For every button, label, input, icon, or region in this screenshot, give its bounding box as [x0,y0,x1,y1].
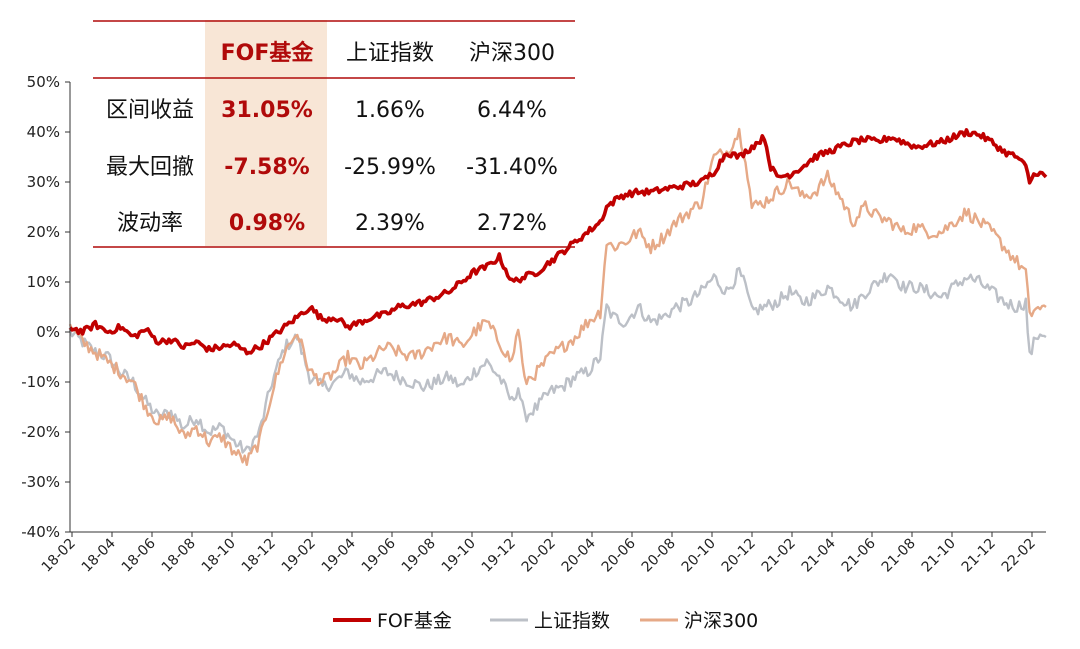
table-header-cell: FOF基金 [221,40,315,66]
x-tick-label: 18-08 [159,536,199,576]
legend-label: 沪深300 [684,610,758,632]
x-tick-label: 21-02 [759,536,799,576]
x-tick-label: 21-12 [959,536,999,576]
table-cell: 6.44% [477,98,547,123]
y-tick-label: -40% [21,523,60,541]
series-layer [68,127,1048,466]
y-tick-label: 20% [27,223,60,241]
table-cell: 1.66% [355,98,425,123]
series-line-0 [68,128,1048,356]
table-cell: -7.58% [224,155,309,180]
x-tick-label: 20-10 [679,536,719,576]
x-tick-label: 18-12 [239,536,279,576]
y-tick-label: -20% [21,423,60,441]
x-tick-label: 19-12 [479,536,519,576]
series-line-2 [68,127,1047,466]
x-tick-label: 20-08 [639,536,679,576]
x-tick-label: 20-02 [519,536,559,576]
legend: FOF基金 上证指数 沪深300 [333,610,758,632]
table-row-label: 最大回撤 [106,155,194,180]
x-tick-label: 19-10 [439,536,479,576]
x-tick-label: 21-08 [879,536,919,576]
x-tick-label: 19-06 [359,535,399,575]
table-cell: -31.40% [466,155,558,180]
y-tick-label: 40% [27,123,60,141]
highlight-column [205,20,327,246]
summary-table: FOF基金 上证指数 沪深300 区间收益 31.05% 1.66% 6.44% 最大回撤 -7… [93,20,575,248]
table-cell: 0.98% [229,211,305,236]
x-tick-label: 18-06 [119,535,159,575]
series-line-1 [68,266,1047,454]
y-tick-label: 10% [27,273,60,291]
table-row-label: 波动率 [117,211,183,236]
x-tick-label: 19-08 [399,536,439,576]
legend-label: FOF基金 [377,610,452,632]
x-tick-label: 21-06 [839,535,879,575]
x-tick-label: 18-02 [39,536,79,576]
table-cell: 2.39% [355,211,425,236]
table-header-cell: 沪深300 [469,41,555,66]
y-tick-label: 0% [36,323,60,341]
table-cell: 2.72% [477,211,547,236]
x-tick-label: 20-12 [719,536,759,576]
y-tick-label: 30% [27,173,60,191]
x-tick-label: 21-04 [799,535,839,575]
x-tick-label: 21-10 [919,536,959,576]
axes-layer: 50%40%30%20%10%0%-10%-20%-30%-40%18-02 18… [21,73,1046,576]
table-cell: 31.05% [221,98,313,123]
x-tick-label: 20-04 [559,535,599,575]
y-tick-label: -30% [21,473,60,491]
x-tick-label: 18-04 [79,535,119,575]
x-tick-label: 19-02 [279,536,319,576]
table-header-cell: 上证指数 [346,41,434,66]
y-tick-label: -10% [21,373,60,391]
y-tick-label: 50% [27,73,60,91]
x-tick-label: 18-10 [199,536,239,576]
x-tick-label: 19-04 [319,535,359,575]
x-tick-label: 20-06 [599,535,639,575]
legend-label: 上证指数 [534,610,610,632]
table-row-label: 区间收益 [106,98,194,123]
x-tick-label: 22-02 [999,536,1039,576]
table-cell: -25.99% [344,155,436,180]
